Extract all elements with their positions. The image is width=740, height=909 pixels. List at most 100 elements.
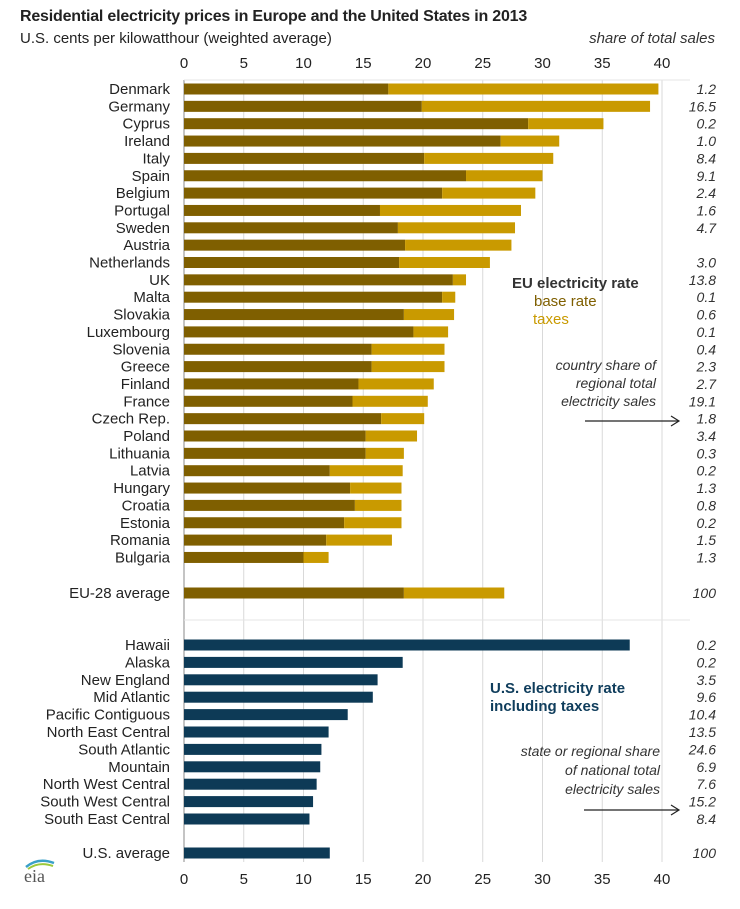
eu-share-note: electricity sales (561, 393, 656, 409)
bar-taxes (424, 152, 554, 164)
category-label: South East Central (44, 811, 170, 828)
category-label: Cyprus (122, 116, 170, 133)
share-label: 3.5 (697, 672, 717, 688)
bar-taxes (371, 343, 445, 355)
share-label: 0.1 (697, 324, 716, 340)
share-label: 13.8 (689, 272, 716, 288)
bar-base-rate (184, 447, 366, 459)
bar-us (184, 813, 310, 825)
bar-us (184, 709, 348, 721)
bar-base-rate (184, 170, 467, 182)
category-label: Portugal (114, 202, 170, 219)
bar-taxes (371, 361, 445, 373)
share-label: 9.1 (697, 168, 716, 184)
eu-share-note: country share of (556, 357, 658, 373)
us-share-note: electricity sales (565, 781, 660, 797)
bar-us (184, 639, 630, 651)
x-tick-label-bottom: 35 (594, 871, 611, 888)
x-tick-label-bottom: 20 (415, 871, 432, 888)
x-tick-label-top: 0 (180, 55, 188, 72)
x-tick-label-bottom: 40 (654, 871, 671, 888)
category-label-eu-average: EU-28 average (69, 585, 170, 602)
bar-us (184, 743, 322, 755)
category-label: Romania (110, 532, 171, 549)
category-label: France (123, 393, 170, 410)
bar-taxes (397, 222, 516, 234)
legend-item-taxes: taxes (533, 311, 569, 328)
us-share-note: state or regional share (521, 743, 661, 759)
category-label: Czech Rep. (92, 411, 170, 428)
share-label: 6.9 (697, 759, 717, 775)
bar-base-rate (184, 118, 529, 130)
share-label: 0.2 (697, 654, 717, 670)
bar-us (184, 674, 378, 686)
category-label: Mountain (108, 759, 170, 776)
share-label: 0.8 (697, 497, 717, 513)
x-axis-bottom: 0 5 10 15 20 25 30 35 40 (180, 871, 671, 888)
share-label: 0.1 (697, 289, 716, 305)
share-label: 2.4 (696, 185, 717, 201)
x-tick-label-bottom: 10 (295, 871, 312, 888)
bar-taxes (350, 482, 402, 494)
x-tick-label-top: 5 (240, 55, 248, 72)
x-tick-label-top: 40 (654, 55, 671, 72)
eu-share-note: regional total (576, 375, 657, 391)
bar-taxes (354, 499, 402, 511)
bar-base-rate (184, 187, 443, 199)
x-tick-label-bottom: 5 (240, 871, 248, 888)
category-label: Hawaii (125, 637, 170, 654)
x-tick-label-top: 15 (355, 55, 372, 72)
chart-subtitle: U.S. cents per kilowatthour (weighted av… (20, 30, 332, 47)
x-axis-top: 0 5 10 15 20 25 30 35 40 (180, 55, 671, 72)
bar-taxes (352, 395, 428, 407)
category-label: Ireland (124, 133, 170, 150)
bar-taxes (329, 465, 403, 477)
category-label: Latvia (130, 463, 171, 480)
eia-logo: eia (20, 855, 60, 886)
bar-eu-average-taxes (403, 587, 505, 599)
bar-us (184, 656, 403, 668)
bar-base-rate (184, 517, 345, 529)
bar-base-rate (184, 395, 353, 407)
x-tick-label-bottom: 0 (180, 871, 188, 888)
bar-us (184, 796, 314, 808)
category-label: North West Central (43, 776, 170, 793)
x-tick-label-top: 20 (415, 55, 432, 72)
share-label: 1.5 (697, 532, 717, 548)
bar-base-rate (184, 534, 327, 546)
bar-base-rate (184, 343, 372, 355)
category-label: Greece (121, 359, 170, 376)
bar-base-rate (184, 222, 398, 234)
bar-base-rate (184, 361, 372, 373)
share-label: 0.2 (697, 637, 717, 653)
bar-taxes (399, 257, 490, 268)
bar-taxes (388, 83, 659, 95)
share-column-header: share of total sales (589, 30, 715, 47)
bar-taxes (344, 517, 402, 529)
category-labels: DenmarkGermanyCyprusIrelandItalySpainBel… (40, 81, 170, 862)
share-label: 1.3 (697, 480, 717, 496)
share-label: 1.6 (697, 202, 717, 218)
share-label: 0.2 (697, 515, 717, 531)
bar-taxes (442, 291, 456, 303)
share-label: 1.2 (697, 81, 717, 97)
bar-taxes (326, 534, 392, 546)
bar-taxes (528, 118, 604, 130)
share-label: 2.3 (696, 359, 717, 375)
bars (184, 83, 659, 859)
bar-us (184, 761, 321, 773)
bar-taxes (379, 204, 521, 216)
category-label: Malta (133, 289, 170, 306)
logo-text: eia (24, 866, 45, 885)
share-label: 2.7 (696, 376, 718, 392)
bar-base-rate (184, 413, 382, 425)
category-label: North East Central (47, 724, 170, 741)
bar-base-rate (184, 465, 330, 477)
bar-us (184, 778, 317, 790)
category-label: Mid Atlantic (93, 689, 170, 706)
category-label: Netherlands (89, 255, 170, 272)
category-label: Spain (132, 168, 170, 185)
bar-taxes (421, 100, 651, 112)
